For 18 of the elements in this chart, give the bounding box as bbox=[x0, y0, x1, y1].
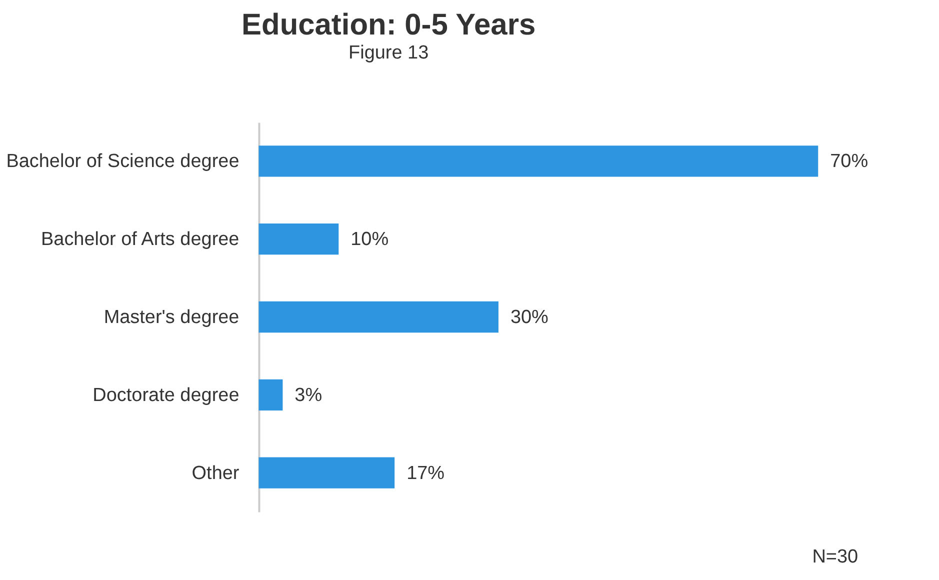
y-tick-label: Other bbox=[192, 462, 240, 484]
y-tick-label: Master's degree bbox=[104, 306, 240, 328]
data-label: 70% bbox=[830, 151, 868, 172]
y-tick-label: Bachelor of Arts degree bbox=[40, 229, 240, 250]
bar bbox=[258, 223, 339, 255]
bar bbox=[258, 146, 818, 177]
bar bbox=[258, 379, 283, 410]
y-tick-label: Bachelor of Science degree bbox=[6, 151, 240, 172]
data-label: 3% bbox=[294, 384, 322, 406]
bar bbox=[258, 457, 395, 488]
y-tick-label: Doctorate degree bbox=[92, 384, 240, 406]
data-label: 17% bbox=[406, 462, 445, 484]
data-label: 10% bbox=[350, 229, 389, 250]
data-label: 30% bbox=[510, 306, 549, 328]
chart-title: Education: 0-5 Years bbox=[242, 8, 536, 42]
text: N=30 bbox=[812, 546, 858, 568]
chart-subtitle: Figure 13 bbox=[348, 42, 429, 64]
bar bbox=[258, 301, 498, 333]
